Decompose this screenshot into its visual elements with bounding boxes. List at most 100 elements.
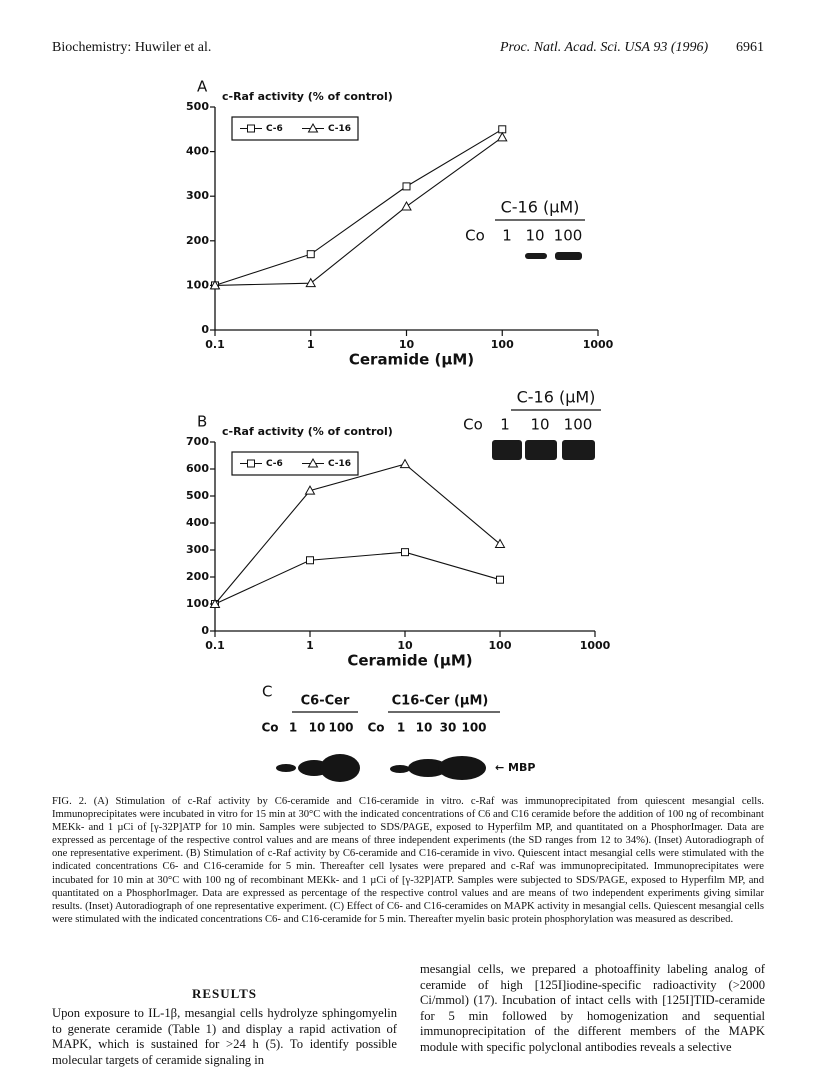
lane-label: 1 (397, 721, 405, 735)
group-title: C6-Cer (301, 694, 350, 709)
y-tick-label: 500 (186, 100, 209, 113)
inset-title: C-16 (µM) (501, 198, 580, 217)
blot-band (438, 756, 486, 780)
legend-box (231, 451, 359, 476)
lane-label: 100 (554, 227, 583, 245)
blot-band (390, 765, 410, 773)
panel-label: A (197, 78, 208, 96)
journal-ref: Proc. Natl. Acad. Sci. USA 93 (1996) (500, 40, 709, 55)
legend-label: C-16 (328, 459, 351, 469)
y-tick-label: 0 (201, 323, 209, 336)
y-axis-title: c-Raf activity (% of control) (222, 90, 393, 103)
legend-label: C-6 (266, 124, 283, 134)
body-text: Upon exposure to IL-1β, mesangial cells … (52, 1006, 397, 1067)
y-tick-label: 500 (186, 489, 209, 502)
lane-label: 100 (564, 416, 593, 434)
x-tick-label: 100 (491, 338, 514, 351)
lane-label: 10 (309, 721, 326, 735)
lane-label: 1 (502, 227, 512, 245)
y-tick-label: 400 (186, 145, 209, 158)
data-point (402, 182, 411, 191)
group-title: C16-Cer (µM) (392, 694, 489, 709)
legend-marker (247, 459, 255, 468)
data-point (496, 575, 504, 584)
y-tick-label: 100 (186, 278, 209, 291)
lane-label: 10 (530, 416, 549, 434)
y-axis-title: c-Raf activity (% of control) (222, 425, 393, 438)
lane-label: Co (463, 416, 483, 434)
blot-band (492, 440, 522, 460)
lane-label: Co (367, 721, 384, 735)
y-tick-label: 700 (186, 435, 209, 448)
x-tick-label: 1000 (580, 639, 611, 652)
x-tick-label: 1 (307, 338, 315, 351)
y-tick-label: 0 (201, 624, 209, 637)
data-point (494, 538, 506, 549)
blot-band (525, 253, 547, 259)
y-tick-label: 300 (186, 189, 209, 202)
data-point (304, 485, 316, 495)
lane-label: 100 (328, 721, 353, 735)
lane-label: Co (261, 721, 278, 735)
legend-marker (307, 122, 319, 133)
x-tick-label: 0.1 (205, 338, 225, 351)
x-tick-label: 1000 (583, 338, 614, 351)
lane-label: 10 (416, 721, 433, 735)
lane-label: 1 (500, 416, 510, 434)
panel-label: C (262, 683, 272, 701)
panel-label: B (197, 413, 207, 431)
blot-band (320, 754, 360, 782)
data-point (209, 598, 221, 608)
data-point (401, 548, 409, 557)
x-tick-label: 10 (397, 639, 413, 652)
x-tick-label: 100 (489, 639, 512, 652)
series-line (214, 463, 501, 605)
section-heading: RESULTS (191, 986, 258, 1001)
data-point (399, 458, 411, 469)
band-marker: ← MBP (495, 761, 535, 774)
data-point (496, 131, 508, 142)
x-axis-title: Ceramide (µM) (349, 351, 474, 369)
y-tick-label: 100 (186, 597, 209, 610)
y-tick-label: 200 (186, 234, 209, 247)
legend-marker (247, 124, 255, 133)
y-tick-label: 300 (186, 543, 209, 556)
x-tick-label: 10 (399, 338, 415, 351)
x-tick-label: 1 (306, 639, 314, 652)
y-tick-label: 400 (186, 516, 209, 529)
series-line (214, 128, 503, 286)
legend-label: C-6 (266, 459, 283, 469)
lane-label: 100 (461, 721, 486, 735)
blot-band (555, 252, 582, 260)
y-tick-label: 200 (186, 570, 209, 583)
legend-marker (307, 457, 319, 468)
inset-title: C-16 (µM) (517, 388, 596, 407)
data-point (209, 279, 221, 290)
data-point (498, 125, 507, 134)
series-line (214, 551, 501, 605)
data-point (306, 556, 314, 565)
body-text: mesangial cells, we prepared a photoaffi… (420, 962, 765, 1054)
data-point (306, 250, 315, 259)
legend-label: C-16 (328, 124, 351, 134)
lane-label: Co (465, 227, 485, 245)
page-number: 6961 (736, 40, 764, 55)
series-line (214, 136, 503, 286)
legend-box (231, 116, 359, 141)
blot-band (276, 764, 296, 772)
y-tick-label: 600 (186, 462, 209, 475)
figure-caption: FIG. 2. (A) Stimulation of c-Raf activit… (52, 796, 764, 925)
lane-label: 30 (440, 721, 457, 735)
data-point (401, 200, 412, 211)
lane-label: 10 (525, 227, 544, 245)
data-point (305, 277, 317, 288)
blot-band (408, 759, 448, 777)
running-head: Biochemistry: Huwiler et al. (52, 40, 212, 55)
blot-band (562, 440, 595, 460)
blot-band (525, 440, 557, 460)
lane-label: 1 (289, 721, 297, 735)
x-tick-label: 0.1 (205, 639, 225, 652)
x-axis-title: Ceramide (µM) (347, 652, 472, 670)
